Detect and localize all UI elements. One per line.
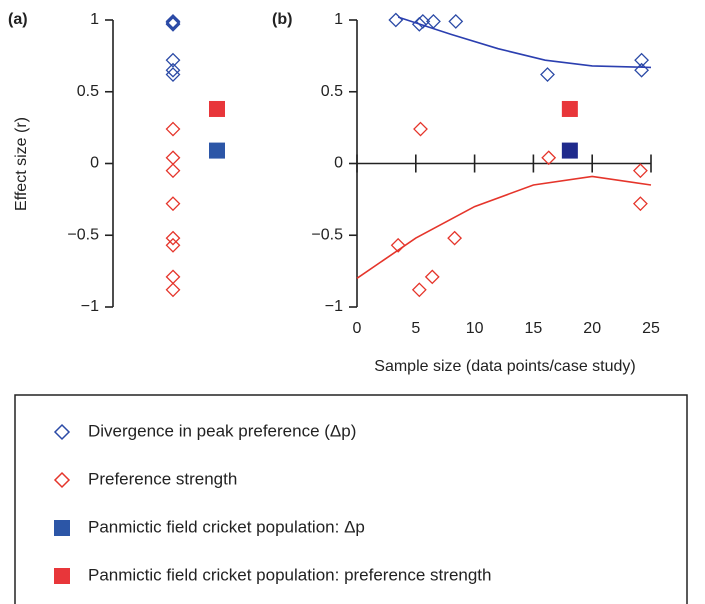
y-tick-label: 0.5 — [321, 83, 343, 100]
point — [209, 142, 225, 159]
point — [561, 142, 578, 159]
point — [413, 121, 428, 137]
point — [165, 150, 181, 166]
point — [165, 62, 181, 78]
legend-label: Panmictic field cricket population: Δp — [88, 517, 365, 536]
y-tick-label: −1 — [325, 298, 343, 315]
y-tick-label: 1 — [334, 11, 343, 28]
point — [411, 282, 427, 298]
point — [390, 237, 406, 253]
legend-box — [14, 394, 688, 604]
legend-swatch — [54, 568, 70, 584]
point — [165, 282, 181, 298]
y-tick-label: 1 — [90, 11, 99, 28]
y-tick-label: 0 — [90, 155, 99, 172]
legend-swatch — [54, 520, 70, 536]
point — [541, 150, 557, 166]
point — [165, 16, 181, 32]
y-tick-label: −0.5 — [67, 226, 99, 243]
x-tick-label: 5 — [411, 320, 420, 337]
point — [165, 196, 181, 212]
point — [165, 230, 181, 246]
point — [424, 269, 440, 285]
point — [165, 163, 181, 179]
point — [165, 15, 181, 31]
point — [388, 12, 404, 28]
y-tick-label: −0.5 — [311, 226, 343, 243]
panel-label: (b) — [272, 11, 292, 28]
point — [634, 52, 650, 68]
x-axis-label: Sample size (data points/case study) — [374, 358, 635, 375]
x-tick-label: 20 — [583, 320, 601, 337]
point — [632, 196, 648, 212]
point — [634, 62, 650, 78]
y-tick-label: 0 — [334, 155, 343, 172]
point — [415, 14, 431, 29]
point — [165, 237, 181, 253]
legend-swatch — [53, 423, 71, 441]
point — [540, 67, 555, 82]
point — [209, 100, 225, 117]
point — [632, 163, 648, 179]
legend-label: Panmictic field cricket population: pref… — [88, 565, 491, 584]
x-tick-label: 15 — [525, 320, 543, 337]
point — [165, 269, 181, 285]
point — [165, 52, 181, 68]
legend-label: Preference strength — [88, 469, 237, 488]
point — [165, 14, 181, 29]
fit-line — [356, 175, 652, 279]
point — [448, 14, 464, 29]
point — [165, 121, 181, 137]
panel-label: (a) — [8, 11, 28, 28]
legend-label: Divergence in peak preference (Δp) — [88, 421, 356, 440]
y-tick-label: −1 — [81, 298, 99, 315]
fit-line — [397, 16, 652, 69]
y-axis-label: Effect size (r) — [13, 117, 30, 211]
x-tick-label: 10 — [466, 320, 484, 337]
x-tick-label: 25 — [642, 320, 660, 337]
y-tick-label: 0.5 — [77, 83, 99, 100]
point — [561, 100, 578, 117]
point — [447, 230, 463, 246]
x-tick-label: 0 — [353, 320, 362, 337]
point — [165, 67, 181, 82]
legend-swatch — [53, 471, 71, 489]
